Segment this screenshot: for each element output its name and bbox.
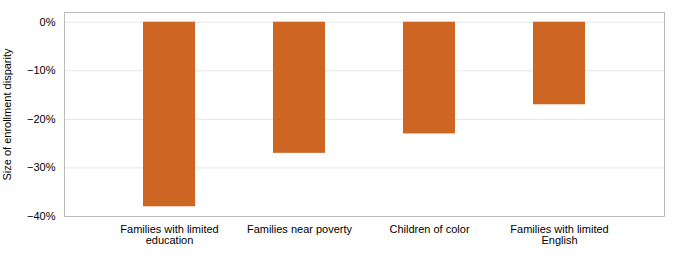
svg-text:Families near poverty: Families near poverty xyxy=(247,223,353,235)
svg-text:−20%: −20% xyxy=(27,113,56,125)
svg-text:Families with limitededucation: Families with limitededucation xyxy=(120,223,218,246)
svg-text:Size of enrollment disparity: Size of enrollment disparity xyxy=(1,48,13,181)
svg-text:−30%: −30% xyxy=(27,161,56,173)
svg-text:0%: 0% xyxy=(40,16,56,28)
svg-text:−10%: −10% xyxy=(27,64,56,76)
svg-text:Families with limitedEnglish: Families with limitedEnglish xyxy=(510,223,608,246)
svg-text:−40%: −40% xyxy=(27,210,56,222)
svg-text:Children of color: Children of color xyxy=(389,223,469,235)
